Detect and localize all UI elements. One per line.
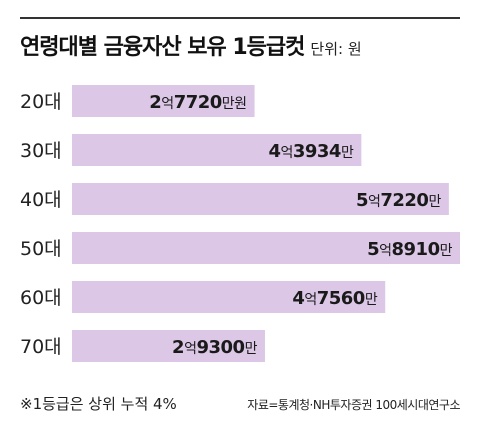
category-label: 20대 bbox=[20, 91, 62, 113]
bar bbox=[72, 281, 386, 313]
category-label: 60대 bbox=[20, 287, 62, 309]
category-label: 70대 bbox=[20, 336, 62, 358]
value-label: 4억7560만 bbox=[292, 288, 378, 309]
bar bbox=[72, 85, 255, 117]
value-label: 4억3934만 bbox=[268, 141, 354, 162]
value-label: 2억7720만원 bbox=[149, 92, 246, 113]
unit-label: 단위: 원 bbox=[310, 40, 362, 58]
chart-title: 연령대별 금융자산 보유 1등급컷 bbox=[20, 35, 305, 60]
bar bbox=[72, 232, 460, 264]
bar bbox=[72, 134, 362, 166]
category-label: 30대 bbox=[20, 140, 62, 162]
title-row: 연령대별 금융자산 보유 1등급컷 단위: 원 bbox=[20, 29, 362, 61]
value-label: 2억9300만 bbox=[172, 337, 258, 358]
bar bbox=[72, 330, 265, 362]
value-label: 5억7220만 bbox=[356, 190, 442, 211]
footnote: ※1등급은 상위 누적 4% bbox=[20, 395, 177, 413]
bar bbox=[72, 183, 449, 215]
category-label: 50대 bbox=[20, 238, 62, 260]
source-note: 자료=통계청·NH투자증권 100세시대연구소 bbox=[247, 398, 460, 412]
category-label: 40대 bbox=[20, 189, 62, 211]
value-label: 5억8910만 bbox=[367, 239, 453, 260]
top-rule bbox=[20, 17, 460, 19]
